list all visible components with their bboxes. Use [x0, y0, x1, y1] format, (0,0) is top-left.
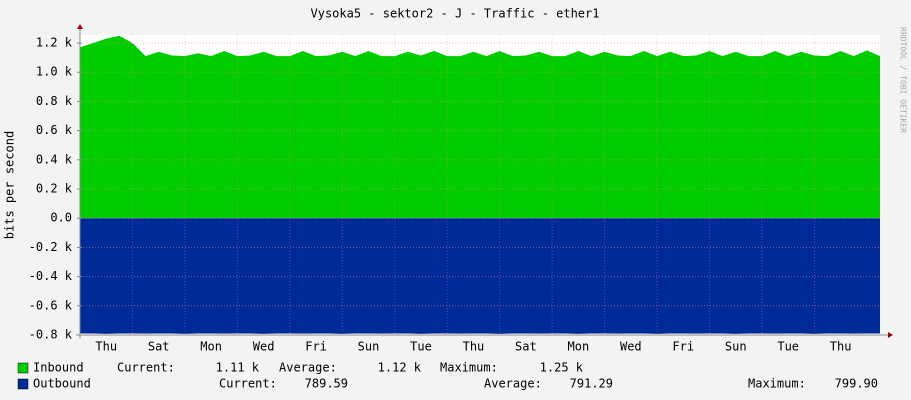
x-tick-label: Sun — [358, 340, 380, 354]
y-tick-label: 0.2 k — [36, 182, 73, 196]
legend-stat: Current: — [219, 377, 277, 391]
legend-stat: 1.12 k — [378, 361, 422, 375]
legend-stat: Current: — [117, 361, 175, 375]
x-tick-label: Wed — [253, 340, 275, 354]
y-axis-label: bits per second — [3, 131, 17, 239]
area — [80, 35, 880, 219]
legend-stat: 791.29 — [570, 377, 613, 391]
x-tick-label: Sat — [515, 340, 537, 354]
x-tick-label: Mon — [200, 340, 222, 354]
legend-stat: Maximum: — [748, 377, 806, 391]
x-tick-label: Thu — [95, 340, 117, 354]
x-tick-label: Sat — [148, 340, 170, 354]
x-tick-label: Fri — [305, 340, 327, 354]
legend-stat: 799.90 — [835, 377, 878, 391]
legend-stat: Maximum: — [440, 361, 498, 375]
chart-title: Vysoka5 - sektor2 - J - Traffic - ether1 — [311, 7, 600, 21]
y-tick-label: 1.0 k — [36, 65, 73, 79]
y-tick-label: 0.4 k — [36, 152, 73, 166]
legend-label: Outbound — [33, 377, 91, 391]
axis-arrow — [888, 332, 893, 338]
y-tick-label: 0.8 k — [36, 94, 73, 108]
y-tick-label: -0.2 k — [29, 240, 73, 254]
x-tick-label: Tue — [777, 340, 799, 354]
x-tick-label: Fri — [672, 340, 694, 354]
side-text: RRDTOOL / TOBI OETIKER — [899, 27, 908, 133]
y-tick-label: 0.6 k — [36, 123, 73, 137]
y-tick-label: 1.2 k — [36, 36, 73, 50]
x-tick-label: Wed — [620, 340, 642, 354]
legend-stat: 789.59 — [305, 377, 348, 391]
y-tick-label: 0.0 — [50, 211, 72, 225]
legend-stat: 1.11 k — [216, 361, 260, 375]
x-tick-label: Mon — [568, 340, 590, 354]
y-tick-label: -0.8 k — [29, 328, 73, 342]
area — [80, 218, 880, 334]
x-tick-label: Thu — [463, 340, 485, 354]
legend-stat: 1.25 k — [540, 361, 584, 375]
x-tick-label: Thu — [830, 340, 852, 354]
legend-label: Inbound — [33, 361, 84, 375]
legend-swatch — [17, 378, 29, 390]
y-tick-label: -0.6 k — [29, 298, 73, 312]
legend-stat: Average: — [279, 361, 337, 375]
axis-arrow — [77, 24, 83, 29]
x-tick-label: Tue — [410, 340, 432, 354]
legend-stat: Average: — [484, 377, 542, 391]
y-tick-label: -0.4 k — [29, 269, 73, 283]
legend-swatch — [17, 362, 29, 374]
x-tick-label: Sun — [725, 340, 747, 354]
